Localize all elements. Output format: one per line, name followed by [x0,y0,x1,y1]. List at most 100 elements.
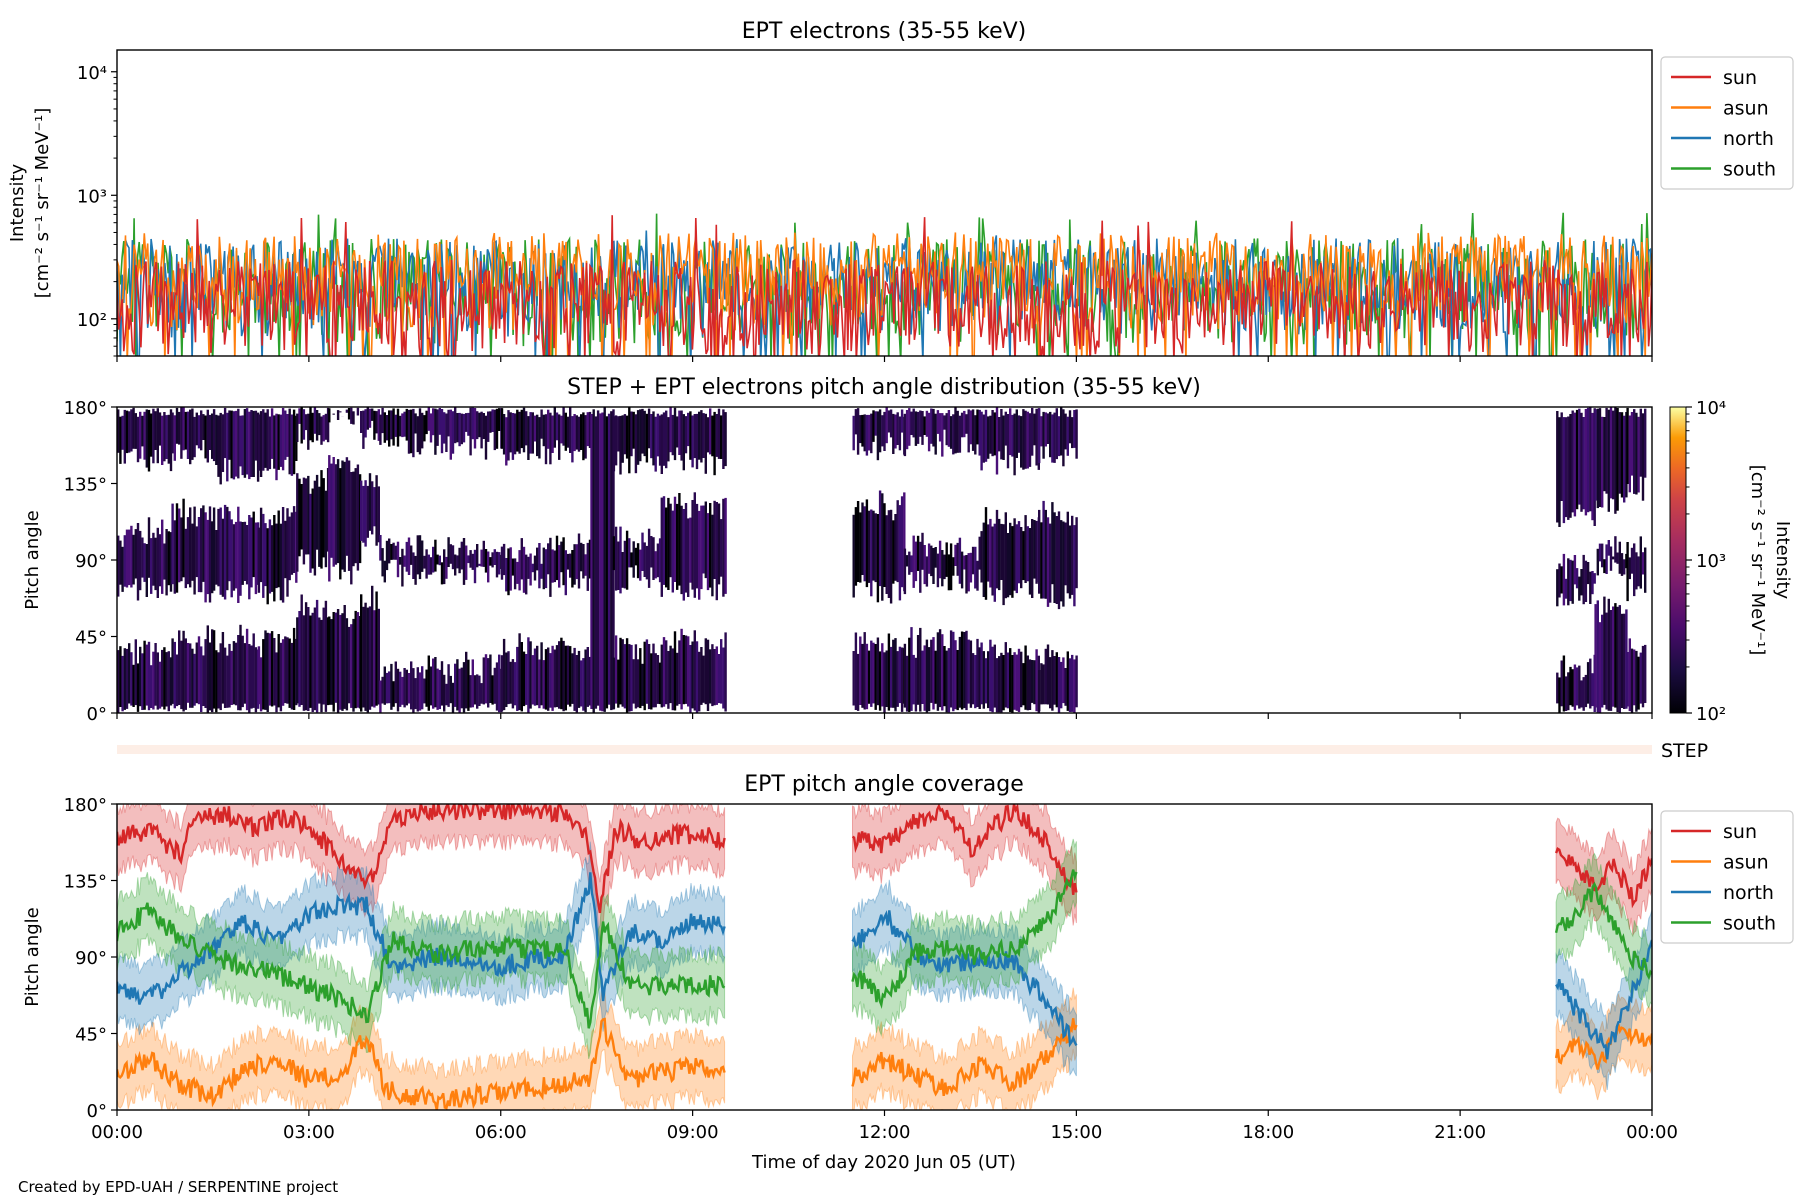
heatmap-cell [1558,677,1561,713]
heatmap-cell [410,409,413,454]
heatmap-cell [680,628,683,710]
heatmap-cell [403,411,406,437]
heatmap-cell [641,663,644,706]
heatmap-cell [978,409,981,456]
heatmap-cell [1075,409,1078,459]
heatmap-cell [1571,669,1574,707]
heatmap-cell [958,537,962,584]
heatmap-cell [465,651,468,709]
heatmap-cell [281,639,285,706]
heatmap-cell [876,411,880,461]
heatmap-cell [1071,654,1074,712]
heatmap-cell [385,672,389,704]
heatmap-cell [896,500,899,583]
heatmap-cell [119,646,122,707]
heatmap-cell [158,661,162,709]
heatmap-cell [1075,655,1078,708]
heatmap-cell [511,558,515,576]
heatmap-cell [1644,408,1647,478]
heatmap-cell [237,408,240,479]
heatmap-cell [706,639,710,711]
heatmap-cell [1044,648,1047,705]
panel1-ylabel-line1: Intensity [7,163,28,242]
heatmap-cell [284,410,287,460]
heatmap-cell [1002,655,1005,711]
heatmap-cell [362,410,365,449]
heatmap-cell [373,410,376,440]
heatmap-cell [184,528,187,589]
heatmap-cell [1607,540,1610,556]
heatmap-cell [586,412,589,447]
heatmap-cell [191,408,194,460]
heatmap-cell [580,414,583,450]
heatmap-cell [941,634,944,711]
heatmap-cell [288,408,291,475]
heatmap-cell [927,412,931,452]
panel3-ytick-label: 45° [75,1025,107,1046]
heatmap-cell [1046,413,1050,444]
heatmap-cell [912,654,915,705]
heatmap-cell [123,409,126,464]
heatmap-cell [1560,412,1563,501]
heatmap-cell [302,615,306,711]
heatmap-cell [695,503,699,589]
heatmap-cell [147,409,151,472]
heatmap-cell [529,412,532,454]
heatmap-cell [232,524,236,591]
xtick-label: 06:00 [475,1122,527,1143]
heatmap-cell [923,645,926,711]
heatmap-cell [169,657,173,706]
heatmap-cell [175,654,179,707]
panel3-legend-box [1660,810,1794,944]
heatmap-cell [304,414,308,431]
heatmap-cell [139,411,142,459]
coverage-line-south [117,902,726,1029]
heatmap-cell [867,650,871,704]
heatmap-cell [916,535,920,571]
heatmap-cell [1623,559,1626,575]
heatmap-cell [636,659,640,708]
heatmap-cell [874,411,877,436]
heatmap-cell [658,415,662,466]
heatmap-cell [889,509,893,604]
heatmap-cell [332,457,335,567]
heatmap-cell [971,409,975,451]
heatmap-cell [298,478,301,557]
heatmap-cell [443,674,446,712]
heatmap-cell [141,537,144,578]
heatmap-cell [927,647,931,712]
heatmap-cell [1623,415,1626,503]
heatmap-cell [912,535,915,588]
heatmap-cell [949,416,953,449]
heatmap-cell [1026,411,1029,469]
heatmap-cell [460,541,463,570]
heatmap-cell [371,481,374,535]
heatmap-cell [304,478,308,555]
heatmap-cell [290,414,294,476]
heatmap-cell [315,599,319,713]
heatmap-cell [584,415,587,459]
heatmap-cell [553,550,556,583]
heatmap-cell [693,492,696,598]
heatmap-cell [1053,656,1056,705]
heatmap-cell [270,408,274,459]
heatmap-cell [262,639,265,710]
heatmap-cell [390,544,393,560]
heatmap-cell [438,408,441,435]
heatmap-cell [449,544,452,564]
heatmap-cell [673,496,677,582]
heatmap-cell [447,537,450,567]
heatmap-cell [268,416,272,470]
heatmap-cell [279,414,283,467]
heatmap-cell [248,644,251,713]
heatmap-cell [1064,522,1067,586]
heatmap-cell [208,506,212,603]
xtick-label: 09:00 [667,1122,719,1143]
heatmap-cell [998,656,1001,713]
heatmap-cell [456,555,459,569]
heatmap-cell [903,643,907,708]
heatmap-cell [167,414,170,464]
heatmap-cell [1573,412,1577,517]
heatmap-cell [495,551,499,578]
heatmap-cell [936,553,940,588]
